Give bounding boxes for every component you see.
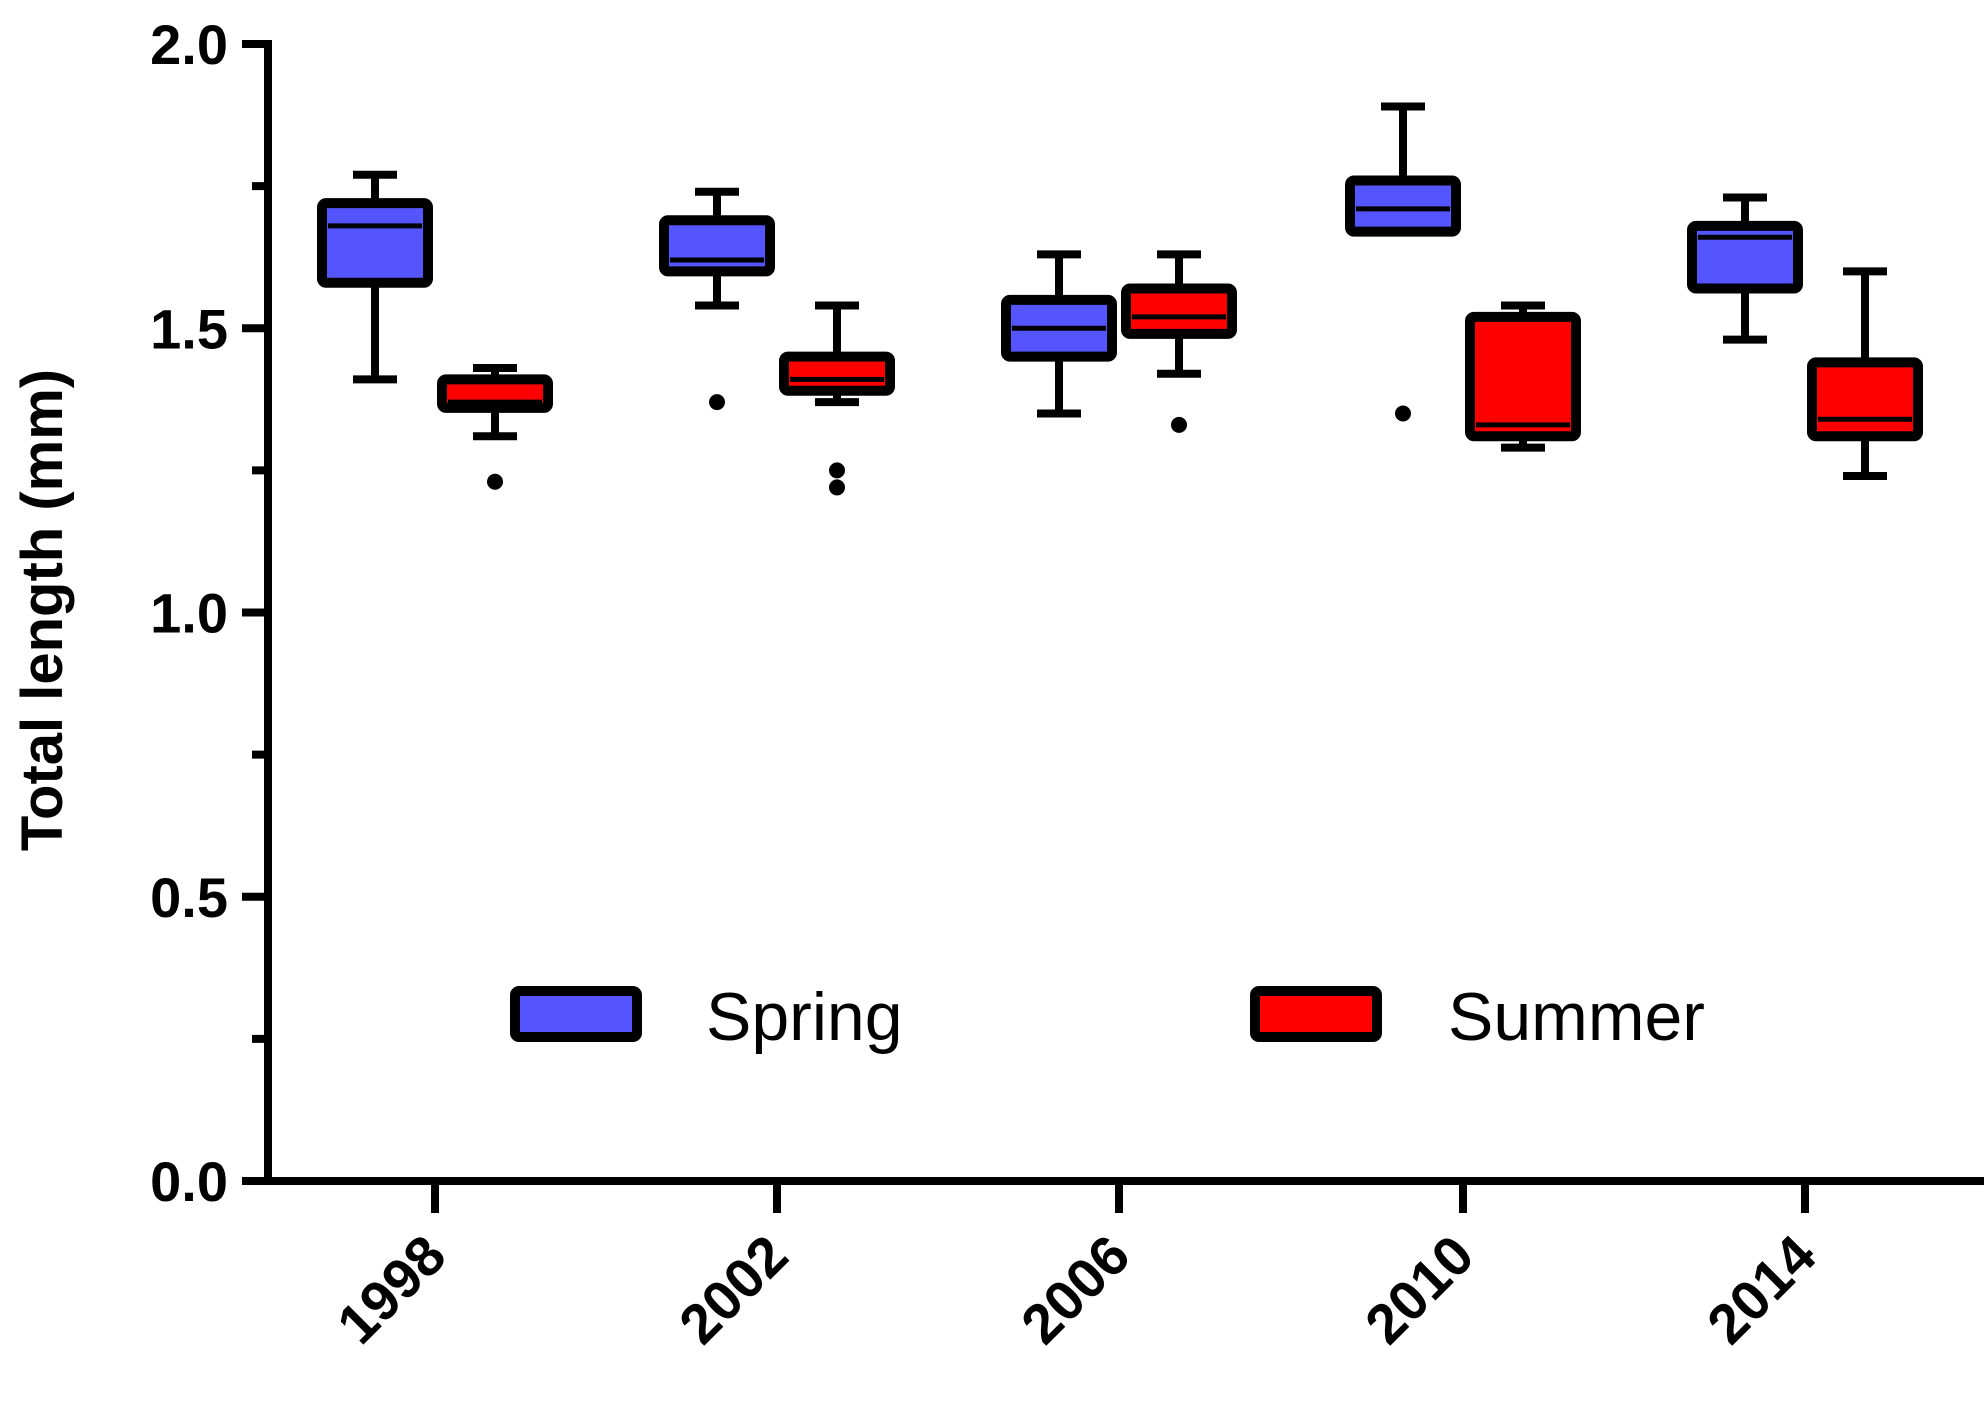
box-body [1807, 357, 1923, 442]
legend-label: Summer [1448, 979, 1705, 1055]
x-tick-label: 2006 [1009, 1223, 1142, 1356]
outlier-point [829, 479, 845, 496]
legend-swatch [1250, 986, 1382, 1042]
x-tick-label: 2010 [1353, 1223, 1486, 1356]
legend: Spring Summer [510, 979, 1705, 1055]
box-summer-2002 [779, 301, 895, 496]
plot-area [317, 102, 1923, 496]
x-tick-label: 2002 [667, 1223, 800, 1356]
box-body [1345, 175, 1461, 237]
box-summer-2006 [1121, 250, 1237, 433]
outlier-point [1395, 405, 1411, 422]
outlier-point [709, 394, 725, 411]
box-spring-2010 [1345, 102, 1461, 422]
x-axis: 1998 2002 2006 2010 2014 [264, 1177, 1984, 1356]
y-tick-label: 0.0 [150, 1150, 228, 1213]
box-body [1465, 311, 1581, 442]
box-body [779, 351, 895, 396]
box-body [317, 198, 433, 288]
box-summer-1998 [437, 364, 553, 490]
box-summer-2010 [1465, 301, 1581, 452]
box-spring-2006 [1001, 250, 1117, 418]
y-tick-label: 1.0 [150, 582, 228, 645]
box-spring-1998 [317, 170, 433, 384]
outlier-point [1171, 416, 1187, 433]
x-tick-label: 1998 [325, 1223, 458, 1356]
box-body [1121, 283, 1237, 339]
y-axis: 0.0 0.5 1.0 1.5 2.0 [150, 13, 272, 1213]
y-tick-label: 2.0 [150, 13, 228, 76]
outlier-point [487, 473, 503, 490]
y-tick-label: 0.5 [150, 866, 228, 929]
box-spring-2002 [659, 187, 775, 411]
box-spring-2014 [1687, 193, 1803, 344]
legend-swatch [510, 986, 642, 1042]
y-tick-label: 1.5 [150, 297, 228, 360]
x-tick-label: 2014 [1695, 1223, 1828, 1356]
legend-label: Spring [706, 979, 903, 1055]
outlier-point [829, 462, 845, 479]
y-axis-title: Total length (mm) [10, 369, 75, 851]
box-body [1687, 220, 1803, 294]
box-body [659, 215, 775, 277]
legend-item-summer: Summer [1250, 979, 1705, 1055]
legend-item-spring: Spring [510, 979, 903, 1055]
box-summer-2014 [1807, 267, 1923, 481]
